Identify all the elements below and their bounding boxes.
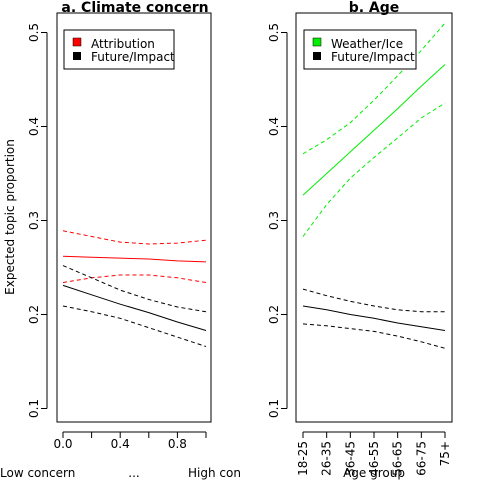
panel-a-attribution-mean-line (62, 255, 207, 263)
panel-a-attribution-lower-ci (62, 274, 207, 283)
legend-swatch-attribution (72, 37, 82, 47)
panel-b-x-axis: 18-25 26-35 36-45 46-55 56-65 66-75 75+ (296, 431, 452, 476)
panel-b-y-tick-label-0.1: 0.1 (267, 399, 281, 418)
panel-a-title: a. Climate concern (61, 0, 208, 16)
panel-b-x-tick-label-36-45: 36-45 (343, 441, 357, 476)
panel-b-future-impact-lower-ci (302, 323, 446, 349)
legend-swatch-weather-ice (312, 37, 322, 47)
panel-a-y-tick-label-0.2: 0.2 (27, 305, 41, 324)
y-axis-label: Expected topic proportion (3, 139, 17, 295)
panel-b-x-tick-label-26-35: 26-35 (320, 441, 334, 476)
panel-age: b. Age 0.1 0.2 0.3 0.4 0.5 18-25 26-35 36-45 46… (267, 0, 453, 480)
legend-label-attribution: Attribution (91, 37, 155, 51)
panel-a-x-axis: 0.0 0.4 0.8 (53, 431, 207, 451)
panel-b-x-axis-label: Age group (343, 466, 405, 480)
panel-b-y-tick-label-0.5: 0.5 (267, 23, 281, 42)
panel-b-x-tick-label-46-55: 46-55 (367, 441, 381, 476)
panel-a-series (62, 230, 207, 347)
panel-b-title: b. Age (349, 0, 400, 16)
panel-b-future-impact-mean-line (302, 305, 446, 331)
panel-a-future-impact-upper-ci (62, 265, 207, 313)
panel-b-y-tick-label-0.4: 0.4 (267, 117, 281, 136)
panel-b-x-tick-label-18-25: 18-25 (296, 441, 310, 476)
legend-label-future-impact-b: Future/Impact (331, 50, 415, 64)
panel-a-future-impact-mean-line (62, 284, 207, 331)
below-label-high: High con (188, 466, 241, 480)
legend-label-future-impact: Future/Impact (91, 50, 175, 64)
legend-label-weather-ice: Weather/Ice (331, 37, 403, 51)
panel-b-weather-ice-mean-line (302, 64, 446, 196)
panel-a-attribution-upper-ci (62, 230, 207, 245)
legend-swatch-future-impact-b (313, 52, 321, 60)
panel-a-future-impact-lower-ci (62, 305, 207, 347)
panel-a-y-tick-label-0.3: 0.3 (27, 211, 41, 230)
panel-b-y-tick-label-0.3: 0.3 (267, 211, 281, 230)
panel-b-y-axis: 0.1 0.2 0.3 0.4 0.5 (267, 23, 288, 418)
legend-swatch-future-impact (73, 52, 81, 60)
panel-b-y-tick-label-0.2: 0.2 (267, 305, 281, 324)
panel-b-plot-frame (295, 12, 453, 423)
panel-a-y-tick-label-0.4: 0.4 (27, 117, 41, 136)
panel-a-legend (63, 29, 175, 70)
panel-b-future-impact-upper-ci (302, 288, 445, 313)
panel-b-x-tick-label-56-65: 56-65 (391, 441, 405, 476)
panel-a-plot-frame (56, 12, 212, 423)
panel-b-x-tick-label-75+: 75+ (438, 441, 452, 466)
below-label-low: Low concern (0, 466, 75, 480)
panel-a-x-tick-label-0.4: 0.4 (111, 437, 130, 451)
panel-climate-concern: a. Climate concern 0.10.20.30.40.5 0.0 0.… (0, 0, 241, 480)
panel-a-x-tick-label-0.8: 0.8 (168, 437, 187, 451)
panel-a-y-tick-label-0.5: 0.5 (27, 23, 41, 42)
below-label-ellipsis: ... (128, 466, 139, 480)
panel-b-series (302, 22, 446, 349)
panel-b-legend (303, 29, 417, 70)
panel-b-weather-ice-lower-ci (302, 102, 446, 237)
panel-a-x-tick-label-0.0: 0.0 (53, 437, 72, 451)
panel-a-y-axis: 0.1 0.2 0.3 0.4 0.5 (27, 23, 48, 418)
panel-b-x-tick-label-66-75: 66-75 (414, 441, 428, 476)
panel-a-y-tick-label-0.1: 0.1 (27, 399, 41, 418)
